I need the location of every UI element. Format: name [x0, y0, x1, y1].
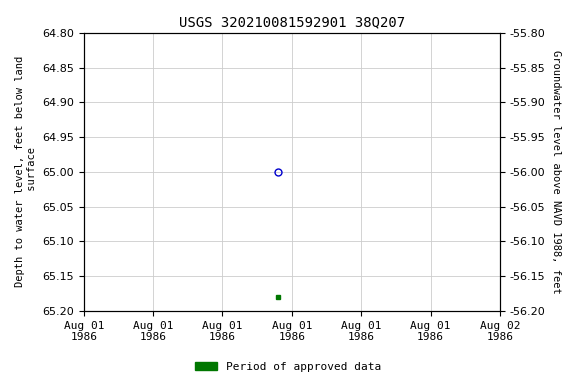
- Y-axis label: Groundwater level above NAVD 1988, feet: Groundwater level above NAVD 1988, feet: [551, 50, 561, 294]
- Y-axis label: Depth to water level, feet below land
 surface: Depth to water level, feet below land su…: [15, 56, 37, 288]
- Title: USGS 320210081592901 38Q207: USGS 320210081592901 38Q207: [179, 15, 405, 29]
- Legend: Period of approved data: Period of approved data: [191, 358, 385, 377]
